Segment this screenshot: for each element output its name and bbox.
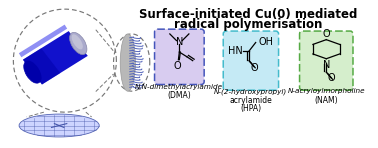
Polygon shape xyxy=(23,48,60,85)
Text: N,N-dimethylacrylamide: N,N-dimethylacrylamide xyxy=(135,83,223,90)
Polygon shape xyxy=(19,25,67,57)
Ellipse shape xyxy=(24,61,41,83)
Text: N-(2-hydroxypropyl): N-(2-hydroxypropyl) xyxy=(214,88,288,95)
Text: N: N xyxy=(322,60,330,70)
FancyBboxPatch shape xyxy=(299,31,353,90)
Text: (NAM): (NAM) xyxy=(314,96,338,105)
Text: (HPA): (HPA) xyxy=(240,104,262,113)
Text: HN: HN xyxy=(228,46,242,56)
Text: O: O xyxy=(174,61,181,71)
Ellipse shape xyxy=(72,34,83,49)
Text: radical polymerisation: radical polymerisation xyxy=(174,18,322,31)
FancyBboxPatch shape xyxy=(155,29,204,85)
Text: Surface-initiated Cu(0) mediated: Surface-initiated Cu(0) mediated xyxy=(139,8,357,21)
Text: (DMA): (DMA) xyxy=(167,91,191,100)
Ellipse shape xyxy=(120,34,135,91)
Ellipse shape xyxy=(70,32,87,55)
Text: OH: OH xyxy=(259,37,274,47)
FancyBboxPatch shape xyxy=(223,31,279,90)
Text: O: O xyxy=(251,63,259,73)
Text: N-acryloylmorpholine: N-acryloylmorpholine xyxy=(287,88,365,94)
Text: acrylamide: acrylamide xyxy=(229,96,272,105)
Text: O: O xyxy=(322,29,330,39)
Text: O: O xyxy=(327,73,335,83)
Polygon shape xyxy=(23,31,88,85)
Ellipse shape xyxy=(19,114,99,137)
Text: N: N xyxy=(176,37,183,47)
